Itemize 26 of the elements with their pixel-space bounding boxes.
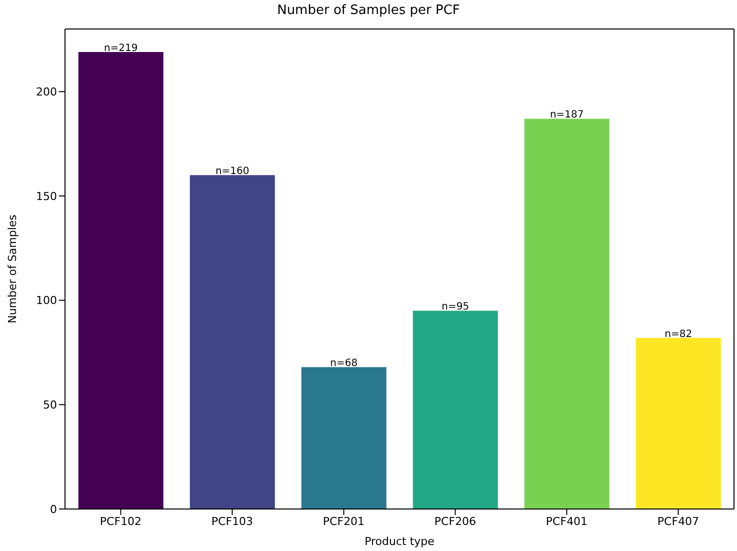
y-axis-title: Number of Samples xyxy=(6,214,19,324)
data-label: n=187 xyxy=(550,110,584,121)
x-axis-title: Product type xyxy=(364,535,435,548)
y-tick-label: 200 xyxy=(36,86,57,99)
bar xyxy=(636,338,721,509)
data-label: n=160 xyxy=(215,166,250,178)
x-tick-label: PCF206 xyxy=(434,514,476,528)
x-tick-label: PCF407 xyxy=(657,514,700,528)
data-label: n=68 xyxy=(330,358,358,370)
bar xyxy=(524,118,610,509)
x-tick-label: PCF401 xyxy=(546,514,588,528)
chart-title: Number of Samples per PCF xyxy=(276,3,461,18)
bar xyxy=(190,175,275,509)
bar xyxy=(301,367,386,509)
bar xyxy=(412,310,498,509)
data-label: n=219 xyxy=(104,42,138,54)
x-tick-label: PCF103 xyxy=(211,514,254,528)
bar xyxy=(78,52,164,509)
x-tick-label: PCF102 xyxy=(100,514,142,528)
y-tick-label: 0 xyxy=(50,502,57,516)
data-label: n=95 xyxy=(442,302,470,313)
x-tick-label: PCF201 xyxy=(322,514,365,528)
y-tick-label: 100 xyxy=(36,294,57,308)
y-tick-label: 150 xyxy=(36,190,57,203)
y-tick-label: 50 xyxy=(43,398,57,412)
data-label: n=82 xyxy=(664,328,692,340)
